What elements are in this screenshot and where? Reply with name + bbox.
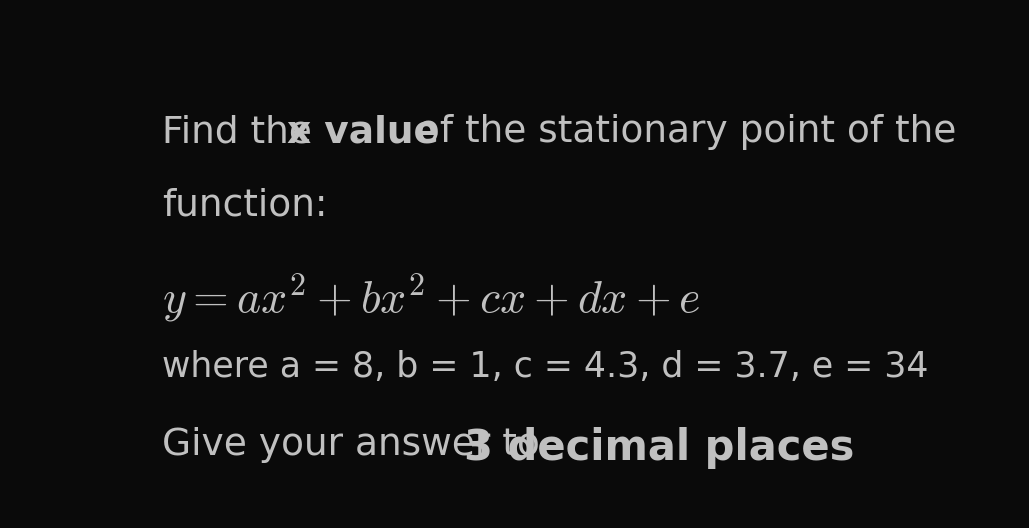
Text: x value: x value xyxy=(287,114,439,150)
Text: Find the: Find the xyxy=(163,114,324,150)
Text: $y = ax^2 + bx^2 + cx + dx + e$: $y = ax^2 + bx^2 + cx + dx + e$ xyxy=(163,271,701,324)
Text: of the stationary point of the: of the stationary point of the xyxy=(405,114,957,150)
Text: 3 decimal places: 3 decimal places xyxy=(464,427,854,469)
Text: Give your answer to: Give your answer to xyxy=(163,427,552,463)
Text: where a = 8, b = 1, c = 4.3, d = 3.7, e = 34: where a = 8, b = 1, c = 4.3, d = 3.7, e … xyxy=(163,350,928,384)
Text: function:: function: xyxy=(163,187,327,223)
